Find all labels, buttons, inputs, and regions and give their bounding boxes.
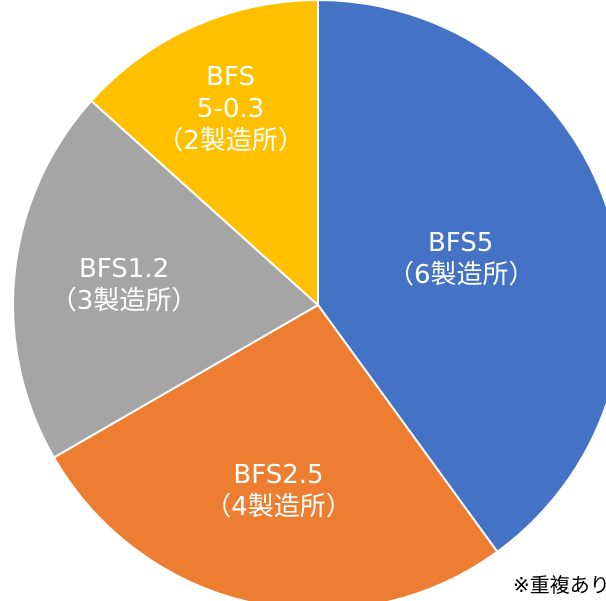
category-label: BFS 5-0.3 — [196, 61, 265, 124]
pie-slice — [317, 0, 606, 554]
value-label: （6製造所） — [387, 259, 535, 290]
category-label: BFS1.2 — [78, 253, 170, 284]
category-label: BFS5 — [427, 227, 494, 258]
category-label: BFS2.5 — [233, 459, 324, 490]
slice-label: BFS5 （6製造所） — [387, 227, 535, 291]
slice-label: BFS 5-0.3 （2製造所） — [157, 61, 304, 157]
pie-slice — [12, 99, 320, 459]
value-label: （4製造所） — [205, 491, 352, 522]
slice-label: BFS1.2 （3製造所） — [51, 253, 198, 317]
value-label: （3製造所） — [50, 285, 198, 316]
value-label: （2製造所） — [157, 125, 304, 156]
slice-label: BFS2.5 （4製造所） — [205, 459, 352, 523]
annotation: ※重複あり — [513, 573, 606, 597]
pie-slice — [52, 303, 499, 601]
pie-slice — [89, 0, 319, 308]
